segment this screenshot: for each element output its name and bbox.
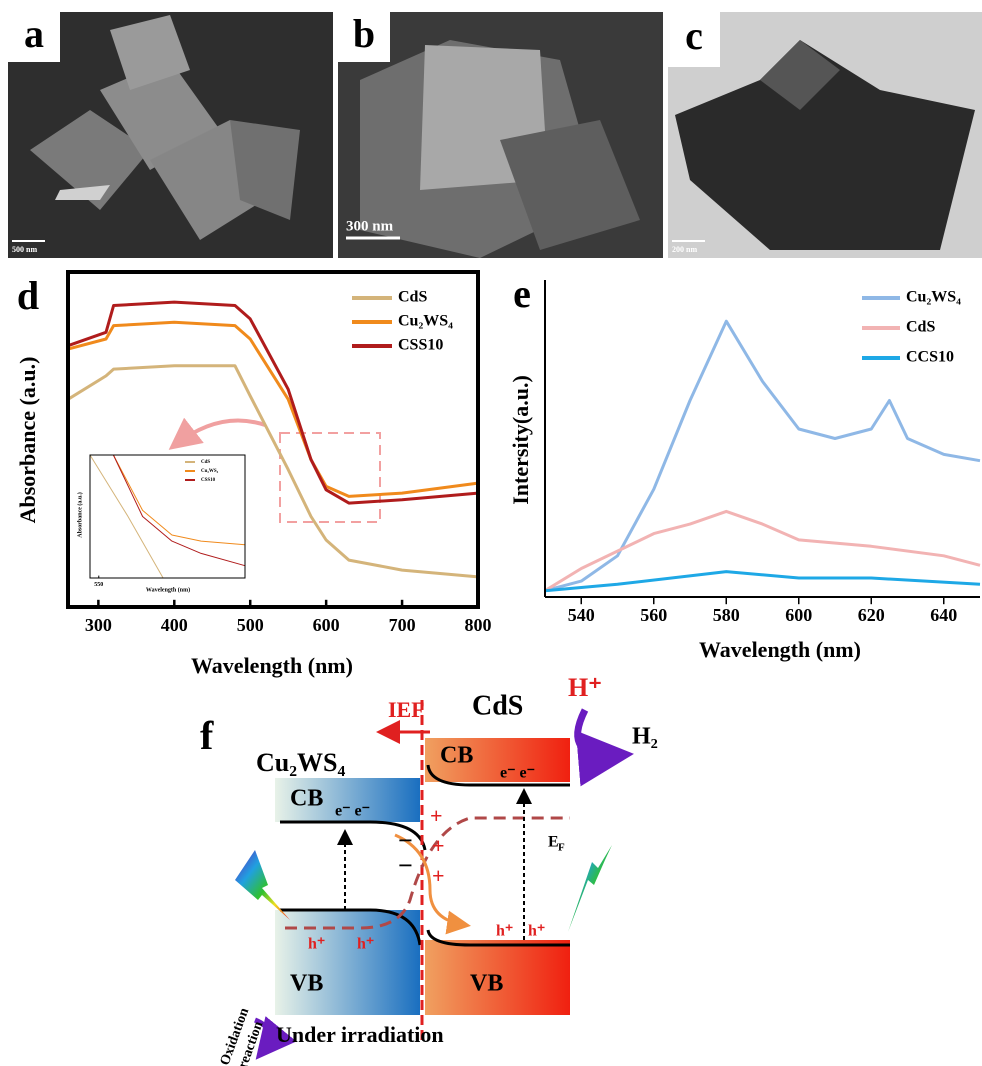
legend-label: CdS <box>398 289 427 306</box>
charge-sign: − <box>398 826 413 855</box>
species-label: H₂ <box>632 724 658 750</box>
plot-frame <box>89 454 246 579</box>
zoom-box <box>279 432 381 523</box>
species-label: H⁺ <box>568 673 602 702</box>
plot-frame <box>66 270 480 609</box>
y-axis-label: Absorbance (a.u.) <box>76 492 83 538</box>
charge-sign: + <box>432 863 445 888</box>
x-tick-label: 300 <box>85 615 112 635</box>
hole-label: h⁺ <box>308 936 325 953</box>
y-axis-label: Intersity(a.u.) <box>508 375 533 505</box>
micrograph-c: c 200 nm <box>668 12 982 258</box>
panel-label: a <box>24 11 44 56</box>
x-tick-label: 580 <box>713 605 740 625</box>
hole-label: h⁺ <box>496 923 513 940</box>
caption-label: Under irradiation <box>276 1022 444 1047</box>
x-tick-label: 560 <box>640 605 667 625</box>
band-label: CB <box>290 786 323 812</box>
zoom-arrow <box>168 417 266 450</box>
scale-bar: 500 nm <box>12 245 37 254</box>
charge-sign: + <box>430 803 443 828</box>
band-label: VB <box>290 971 323 997</box>
x-tick-label: 640 <box>930 605 957 625</box>
x-axis-label: Wavelength (nm) <box>699 637 861 662</box>
electron-label: e⁻ e⁻ <box>500 765 535 782</box>
data-line <box>544 570 981 593</box>
panel-label: f <box>200 713 214 758</box>
fermi-label: E <box>548 834 559 851</box>
band-diagram: f IEF CdS H⁺ H₂ Cu₂WS₄ CB CB VB VB e⁻ e⁻… <box>200 673 658 1066</box>
legend-label: CSS10 <box>398 337 443 354</box>
band-label: CB <box>440 743 473 769</box>
scale-bar: 300 nm <box>346 218 394 234</box>
scale-bar: 200 nm <box>672 245 697 254</box>
data-line <box>544 319 981 593</box>
x-tick-label: 620 <box>858 605 885 625</box>
data-line <box>544 509 981 592</box>
electron-label: e⁻ e⁻ <box>335 803 370 820</box>
legend-label: Cu₂WS₄ <box>398 313 453 330</box>
x-tick-label: 500 <box>237 615 264 635</box>
data-line <box>112 454 246 546</box>
material-label: Cu₂WS₄ <box>256 748 345 777</box>
panel-label: b <box>353 11 375 56</box>
micrograph-a: a 500 nm <box>8 11 333 258</box>
hole-label: h⁺ <box>357 936 374 953</box>
data-line <box>112 454 246 567</box>
legend-label: CdS <box>906 319 935 336</box>
data-line <box>67 320 479 498</box>
legend-label: CSS10 <box>201 478 216 483</box>
fermi-label: F <box>558 842 565 854</box>
x-tick-label: 600 <box>785 605 812 625</box>
x-tick-label: 550 <box>94 582 103 588</box>
legend-label: CdS <box>201 460 210 465</box>
panel-label: e <box>513 271 531 316</box>
x-tick-label: 600 <box>313 615 340 635</box>
charge-sign: − <box>398 851 413 880</box>
x-tick-label: 800 <box>465 615 492 635</box>
x-tick-label: 540 <box>568 605 595 625</box>
band-label: VB <box>470 971 503 997</box>
inset-background <box>90 455 245 578</box>
panel-label: d <box>17 273 39 318</box>
legend-label: CCS10 <box>906 349 954 366</box>
legend-label: Cu₂WS₄ <box>201 469 219 474</box>
y-axis-label: Absorbance (a.u.) <box>15 357 40 524</box>
panel-label: c <box>685 13 703 58</box>
hole-label: h⁺ <box>528 923 545 940</box>
x-tick-label: 400 <box>161 615 188 635</box>
ief-label: IEF <box>388 697 425 722</box>
charge-sign: + <box>432 833 445 858</box>
micrograph-b: b 300 nm <box>338 11 663 258</box>
x-tick-label: 700 <box>389 615 416 635</box>
x-axis-label: Wavelength (nm) <box>191 653 353 678</box>
data-line <box>89 454 164 579</box>
data-line <box>67 300 479 505</box>
legend-label: Cu₂WS₄ <box>906 289 961 306</box>
data-line <box>67 364 479 579</box>
material-label: CdS <box>472 690 523 721</box>
x-axis-label: Wavelength (nm) <box>146 586 190 593</box>
